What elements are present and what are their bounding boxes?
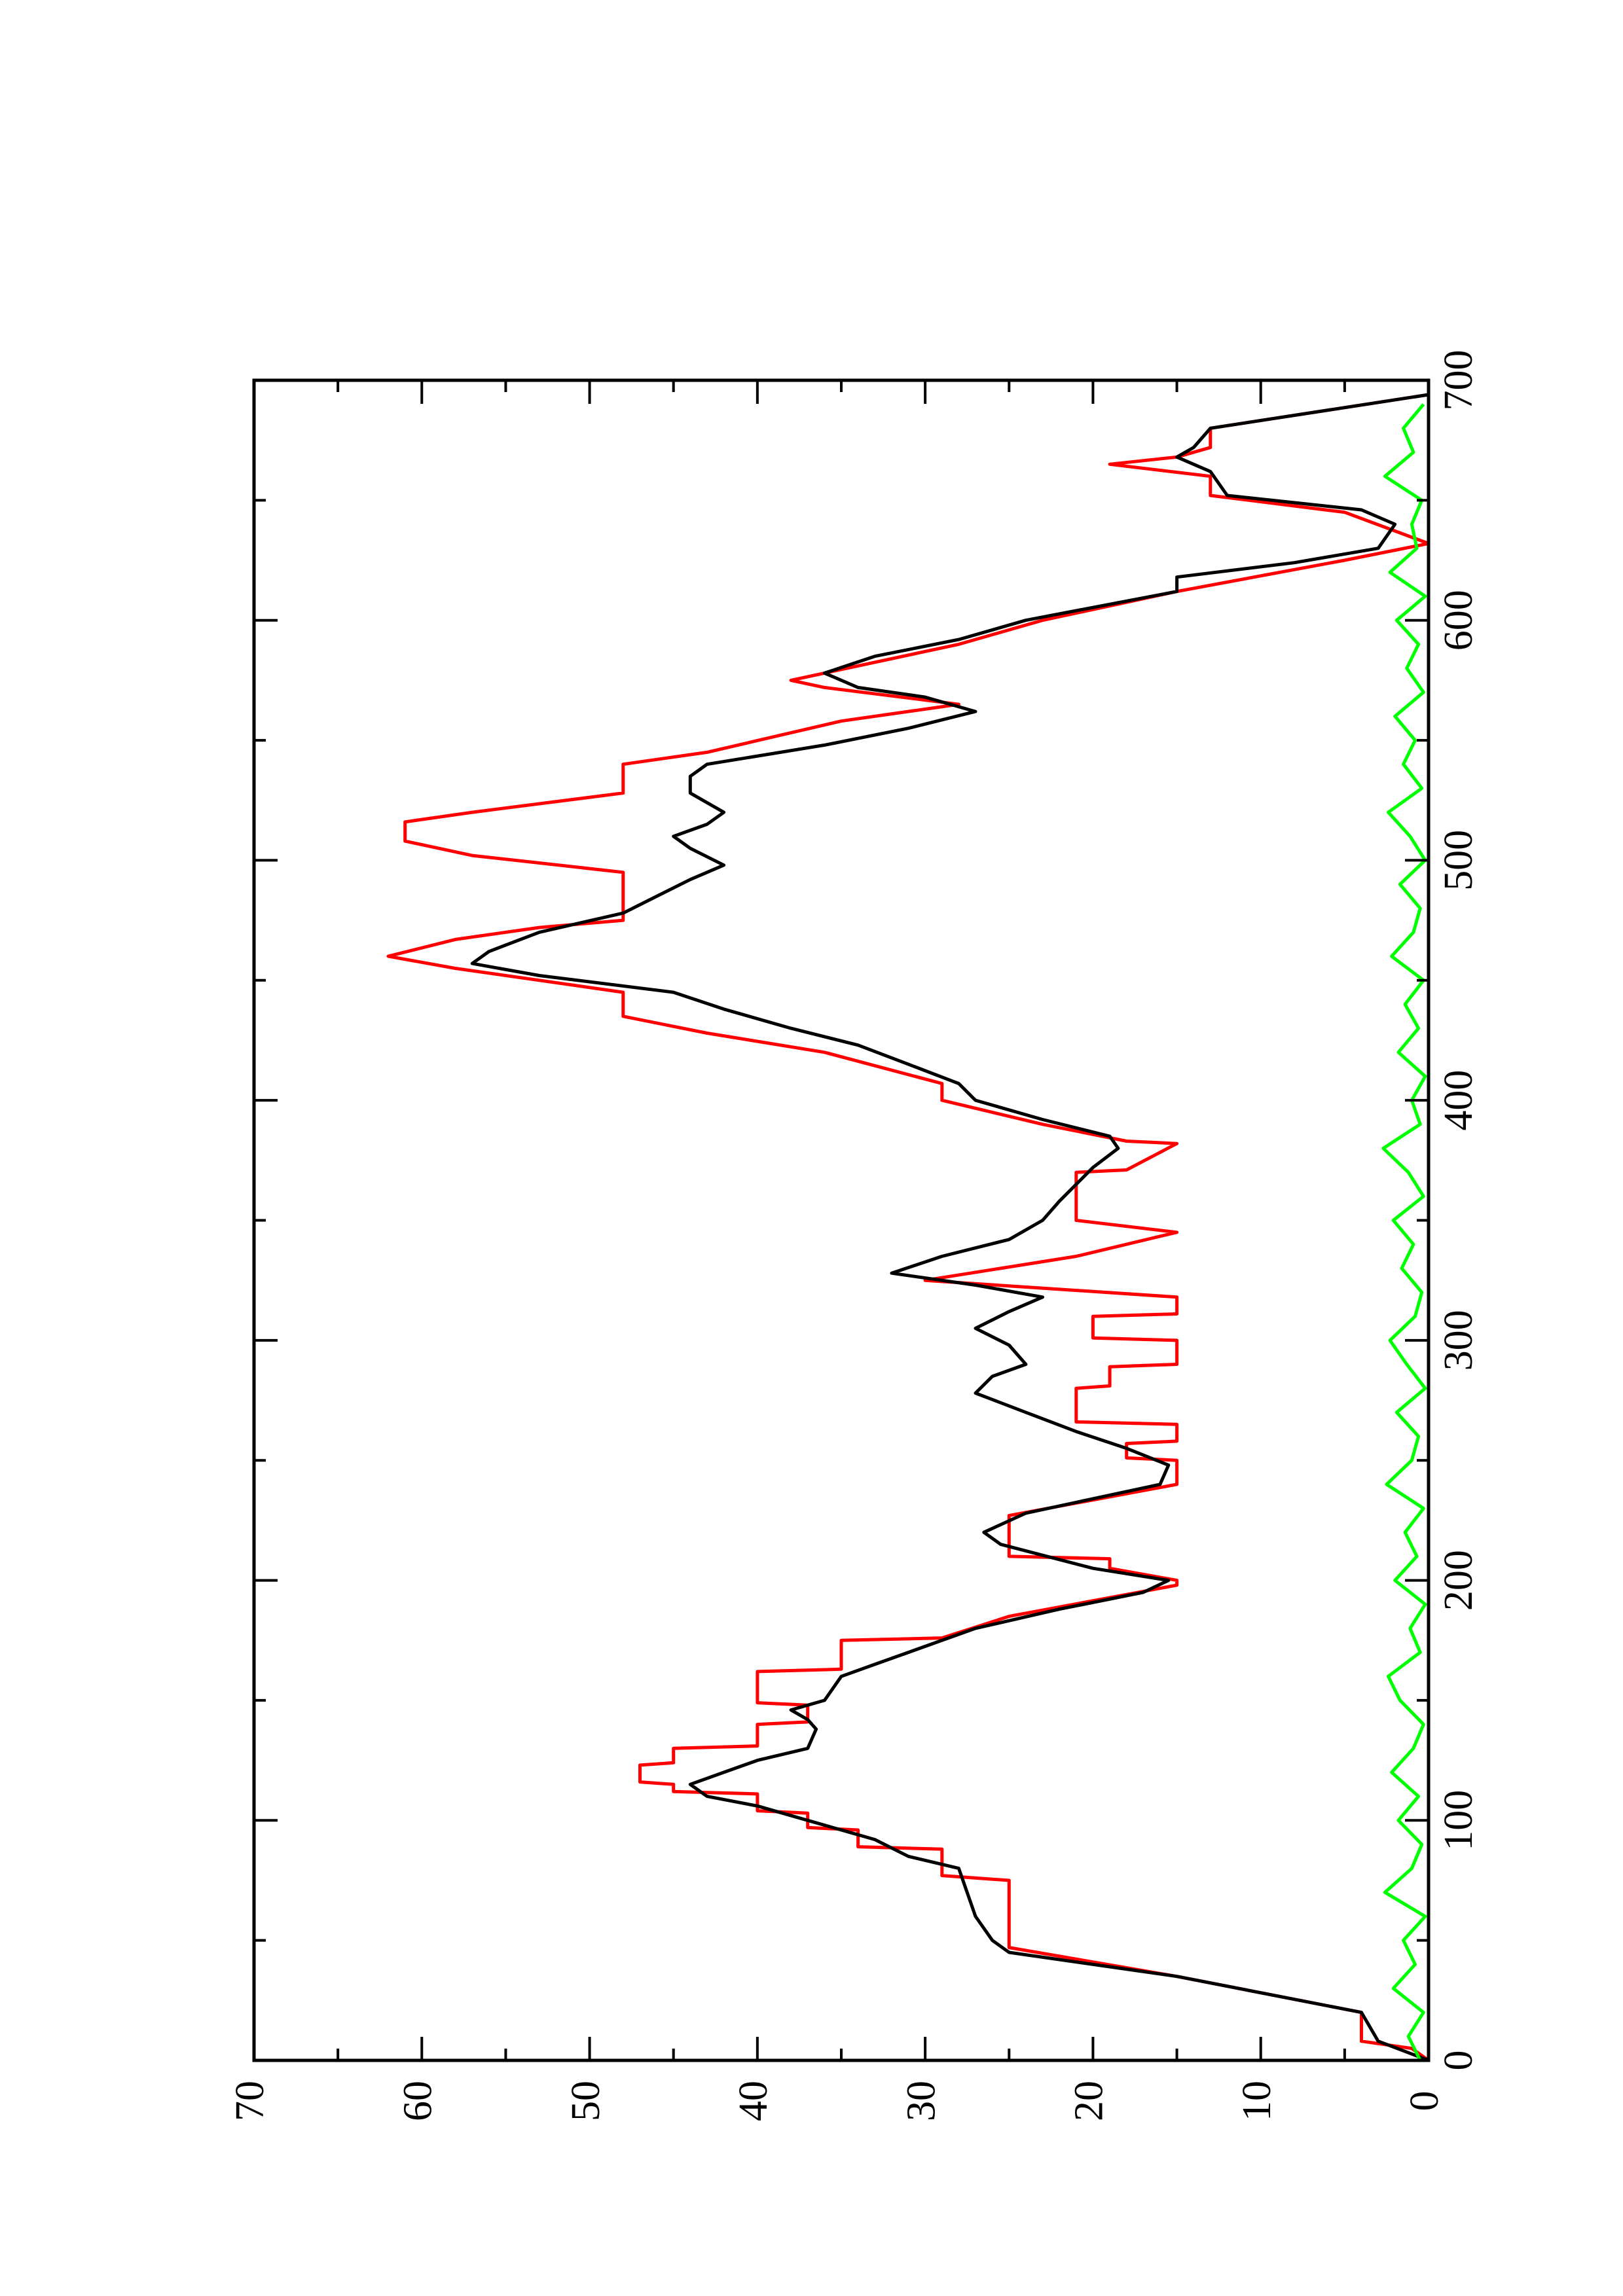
y-tick-label: 60 [396, 2081, 441, 2121]
x-tick-label: 300 [1436, 1310, 1481, 1371]
x-tick-label: 400 [1436, 1070, 1481, 1131]
y-tick-label: 40 [731, 2081, 776, 2121]
x-tick-label: 700 [1436, 350, 1481, 411]
y-tick-label: 70 [228, 2081, 272, 2121]
y-tick-label: 20 [1067, 2081, 1112, 2121]
x-tick-label: 0 [1436, 2051, 1481, 2071]
y-tick-label: 0 [1402, 2091, 1447, 2111]
x-tick-label: 200 [1436, 1550, 1481, 1611]
x-tick-label: 500 [1436, 830, 1481, 891]
data-line [470, 393, 1429, 2062]
y-tick-label: 30 [899, 2081, 943, 2121]
y-tick-label: 50 [564, 2081, 608, 2121]
data-line [386, 393, 1431, 2062]
y-tick-label: 10 [1235, 2081, 1279, 2121]
x-tick-label: 100 [1436, 1790, 1481, 1851]
x-tick-label: 600 [1436, 590, 1481, 651]
data-line [1381, 403, 1427, 2062]
